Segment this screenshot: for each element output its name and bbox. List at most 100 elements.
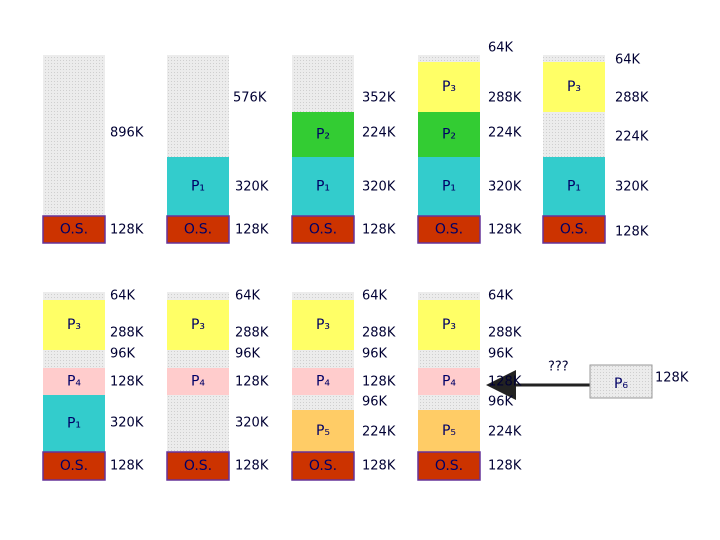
memory-block <box>166 451 230 481</box>
block-label: O.S. <box>435 222 463 238</box>
memory-block <box>418 410 480 452</box>
size-label: 128K <box>110 375 144 390</box>
question-mark: ??? <box>548 360 569 375</box>
free-block <box>43 55 105 216</box>
incoming-block <box>589 364 653 399</box>
size-label: 128K <box>362 223 396 238</box>
size-label: 128K <box>235 375 269 390</box>
block-label: O.S. <box>184 458 212 474</box>
memory-block <box>166 215 230 244</box>
memory-block <box>543 62 605 112</box>
size-label: 64K <box>110 289 136 304</box>
free-block <box>292 395 354 410</box>
size-label: 128K <box>655 371 689 386</box>
block-label: P₂ <box>316 127 330 143</box>
memory-block <box>167 368 229 395</box>
free-block <box>418 395 480 410</box>
block-label: P₅ <box>442 423 456 439</box>
block-label: P₄ <box>442 374 456 390</box>
memory-block <box>167 300 229 350</box>
size-label: 128K <box>488 459 522 474</box>
memory-block <box>43 300 105 350</box>
memory-block <box>542 215 606 244</box>
memory-block <box>292 157 354 216</box>
size-label: 224K <box>615 130 649 145</box>
memory-block <box>418 157 480 216</box>
size-label: 128K <box>235 459 269 474</box>
free-block <box>292 55 354 112</box>
size-label: 288K <box>235 326 269 341</box>
free-block <box>418 292 480 300</box>
block-label: P₁ <box>567 179 581 195</box>
size-label: 128K <box>362 459 396 474</box>
memory-block <box>292 300 354 350</box>
free-block <box>543 112 605 157</box>
block-label: P₁ <box>316 179 330 195</box>
memory-block <box>292 112 354 157</box>
size-label: 96K <box>110 347 136 362</box>
block-label: P₃ <box>567 79 581 95</box>
size-label: 96K <box>488 347 514 362</box>
size-label: 64K <box>362 289 388 304</box>
size-label: 320K <box>235 416 269 431</box>
free-block <box>418 350 480 368</box>
block-label: P₁ <box>442 179 456 195</box>
block-label: O.S. <box>309 222 337 238</box>
block-label: P₅ <box>316 423 330 439</box>
block-label: P₄ <box>316 374 330 390</box>
memory-block <box>291 451 355 481</box>
size-label: 288K <box>615 91 649 106</box>
block-label: P₃ <box>316 317 330 333</box>
size-label: 320K <box>488 180 522 195</box>
memory-block <box>418 62 480 112</box>
size-label: 224K <box>362 126 396 141</box>
free-block <box>543 55 605 62</box>
block-label: P₆ <box>614 376 628 392</box>
memory-block <box>417 451 481 481</box>
size-label: 64K <box>488 41 514 56</box>
size-label: 64K <box>615 53 641 68</box>
size-label: 128K <box>615 225 649 240</box>
block-label: O.S. <box>184 222 212 238</box>
free-block <box>167 350 229 368</box>
memory-block <box>418 300 480 350</box>
free-block <box>167 395 229 452</box>
free-block <box>43 350 105 368</box>
size-label: 224K <box>488 425 522 440</box>
memory-block <box>543 157 605 216</box>
block-label: P₃ <box>442 317 456 333</box>
size-label: 64K <box>488 289 514 304</box>
block-label: O.S. <box>435 458 463 474</box>
size-label: 96K <box>488 395 514 410</box>
memory-block <box>42 215 106 244</box>
block-label: P₄ <box>67 374 81 390</box>
memory-block <box>292 410 354 452</box>
size-label: 128K <box>362 375 396 390</box>
size-label: 128K <box>488 375 522 390</box>
size-label: 320K <box>110 416 144 431</box>
block-label: P₃ <box>191 317 205 333</box>
block-label: O.S. <box>309 458 337 474</box>
block-label: P₂ <box>442 127 456 143</box>
size-label: 128K <box>110 223 144 238</box>
free-block <box>167 292 229 300</box>
size-label: 128K <box>235 223 269 238</box>
size-label: 224K <box>362 425 396 440</box>
size-label: 896K <box>110 126 144 141</box>
block-label: P₁ <box>67 416 81 432</box>
size-label: 96K <box>362 347 388 362</box>
size-label: 288K <box>488 326 522 341</box>
free-block <box>418 55 480 62</box>
block-label: P₃ <box>442 79 456 95</box>
size-label: 320K <box>615 180 649 195</box>
free-block <box>43 292 105 300</box>
memory-block <box>417 215 481 244</box>
memory-block <box>43 395 105 452</box>
size-label: 320K <box>235 180 269 195</box>
size-label: 352K <box>362 91 396 106</box>
memory-block <box>167 157 229 216</box>
memory-block <box>291 215 355 244</box>
block-label: O.S. <box>560 222 588 238</box>
size-label: 128K <box>488 223 522 238</box>
